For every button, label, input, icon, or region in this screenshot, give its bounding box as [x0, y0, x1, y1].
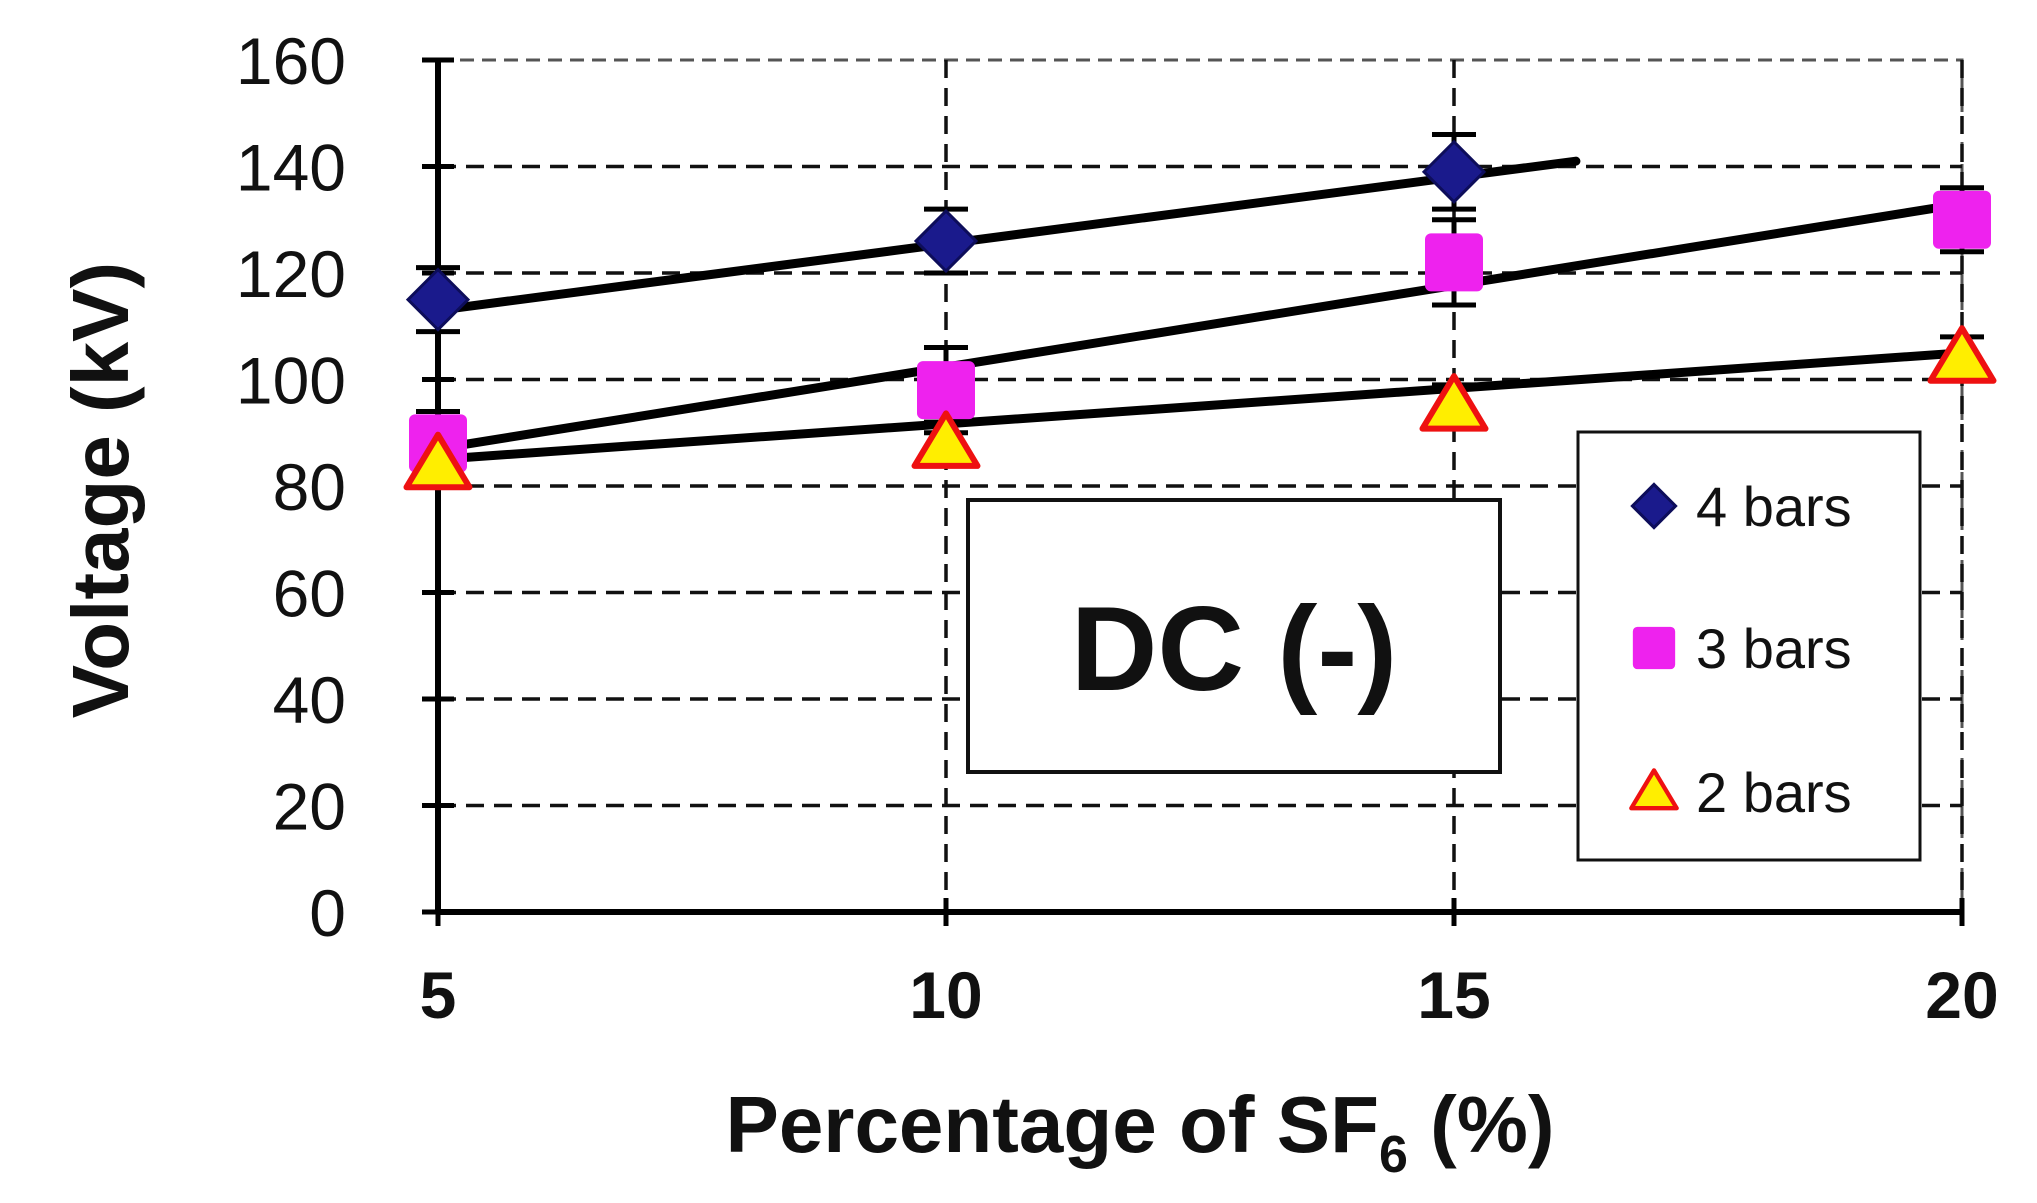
legend-label: 3 bars — [1696, 617, 1852, 680]
fit-line — [433, 156, 1581, 315]
data-point-square — [1933, 190, 1991, 249]
x-tick-label: 15 — [1417, 958, 1490, 1032]
y-tick-label: 120 — [236, 237, 346, 311]
data-point-triangle — [403, 431, 473, 491]
x-tick-labels: 5 10 15 20 — [420, 958, 1999, 1032]
legend-item: 4 bars — [1630, 475, 1852, 538]
data-point-triangle — [1927, 325, 1997, 384]
y-tick-label: 160 — [236, 24, 346, 98]
legend-items: 4 bars 3 bars 2 bars — [1629, 475, 1852, 824]
data-point-diamond — [405, 267, 471, 332]
y-tick-labels: 0 20 40 60 80 100 120 140 160 — [236, 24, 346, 950]
y-tick-label: 60 — [273, 557, 346, 631]
x-axis-title-tail: (%) — [1408, 1080, 1555, 1169]
data-point-square — [1425, 233, 1483, 292]
y-tick-label: 140 — [236, 131, 346, 205]
annotation-box: DC (-) — [966, 498, 1502, 774]
y-tick-label: 100 — [236, 344, 346, 418]
x-axis-title-subscript: 6 — [1379, 1126, 1408, 1184]
y-tick-label: 40 — [273, 663, 346, 737]
x-axis-title: Percentage of SF6 (%) — [725, 1080, 1554, 1184]
y-tick-label: 80 — [273, 450, 346, 524]
legend-label: 2 bars — [1696, 761, 1852, 824]
fit-line — [433, 199, 1967, 454]
x-tick-label: 20 — [1925, 958, 1998, 1032]
y-tick-label: 20 — [273, 770, 346, 844]
data-point-square — [917, 361, 975, 420]
data-markers — [403, 139, 1997, 491]
legend-item: 3 bars — [1632, 617, 1852, 680]
data-point-triangle — [1419, 373, 1489, 432]
annotation-label: DC (-) — [1071, 582, 1398, 716]
data-point-triangle — [1629, 768, 1679, 811]
legend: 4 bars 3 bars 2 bars — [1576, 430, 1922, 862]
data-point-square — [1632, 626, 1676, 670]
y-axis-title: Voltage (kV) — [56, 262, 145, 718]
data-point-triangle — [911, 410, 981, 469]
y-tick-label: 0 — [309, 876, 346, 950]
legend-label: 4 bars — [1696, 475, 1852, 538]
x-tick-label: 5 — [420, 958, 457, 1032]
legend-item: 2 bars — [1629, 761, 1852, 824]
fit-lines — [433, 156, 1967, 464]
x-axis-title-main: Percentage of SF — [725, 1080, 1379, 1169]
data-point-diamond — [913, 208, 979, 274]
x-tick-label: 10 — [909, 958, 982, 1032]
fit-line — [433, 348, 1967, 464]
data-point-diamond — [1630, 482, 1678, 530]
data-point-diamond — [1421, 139, 1487, 204]
